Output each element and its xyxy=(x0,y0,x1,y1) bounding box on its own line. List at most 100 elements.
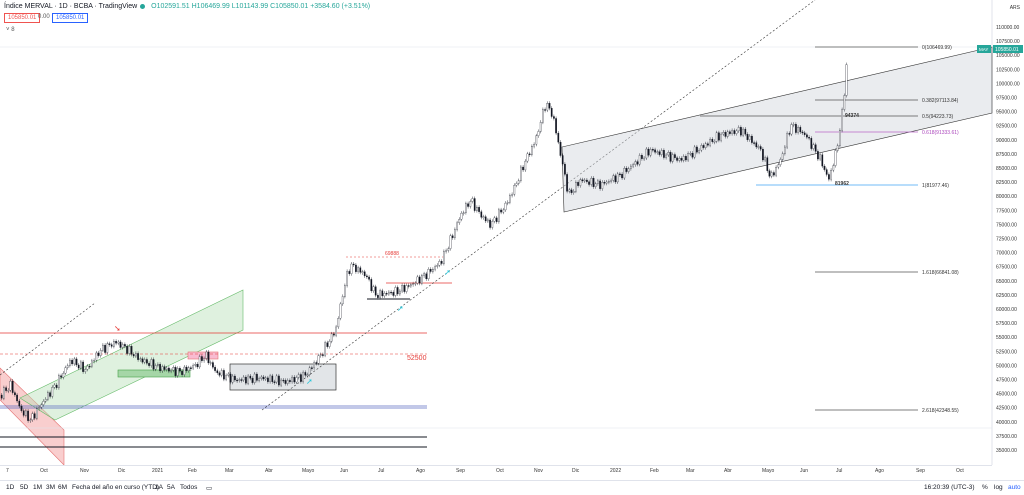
candle xyxy=(685,156,687,161)
candle xyxy=(449,235,452,249)
candle xyxy=(473,198,476,211)
candle xyxy=(645,148,648,159)
buy-arrow-icon: ➚ xyxy=(397,304,404,313)
candle xyxy=(295,377,298,383)
candle xyxy=(577,182,579,186)
candle xyxy=(60,375,62,378)
range-5y[interactable]: 5A xyxy=(167,484,175,491)
candle xyxy=(71,359,73,365)
candle xyxy=(55,384,58,388)
range-5d[interactable]: 5D xyxy=(20,484,29,491)
candle xyxy=(467,203,469,207)
auto-toggle[interactable]: auto xyxy=(1008,484,1021,491)
candle xyxy=(53,384,56,388)
candle xyxy=(38,407,40,409)
candle xyxy=(150,359,153,366)
candle xyxy=(3,387,5,399)
price-tick: 70000.00 xyxy=(996,251,1017,257)
candle xyxy=(269,375,271,382)
candle xyxy=(491,221,494,228)
candle xyxy=(392,292,395,296)
goto-date-icon[interactable]: ▭ xyxy=(206,485,213,492)
candle xyxy=(421,275,423,284)
candle xyxy=(119,341,122,348)
buy-button[interactable]: 105850.01 xyxy=(52,13,89,23)
candle xyxy=(139,358,142,360)
candle xyxy=(403,285,406,292)
candle xyxy=(216,370,219,373)
candle xyxy=(561,155,564,165)
price-tick: 40000.00 xyxy=(996,420,1017,426)
log-toggle[interactable]: log xyxy=(994,484,1003,491)
candle xyxy=(77,364,80,369)
candle xyxy=(282,379,285,382)
candle xyxy=(317,355,320,364)
candle xyxy=(755,142,758,148)
candle xyxy=(7,389,10,392)
candle xyxy=(762,148,764,161)
candle xyxy=(770,172,773,177)
range-ytd[interactable]: Fecha del año en curso (YTD) xyxy=(72,484,160,491)
time-tick: Oct xyxy=(40,468,48,474)
candle xyxy=(0,394,3,399)
range-3m[interactable]: 3M xyxy=(46,484,56,491)
candle xyxy=(113,341,115,347)
candle xyxy=(484,216,487,222)
range-1m[interactable]: 1M xyxy=(33,484,43,491)
candle xyxy=(80,361,82,369)
candle xyxy=(643,157,645,160)
fib-label-0: 0(106469.99) xyxy=(922,45,952,51)
candle xyxy=(42,401,45,405)
candle xyxy=(658,151,661,155)
time-tick: Sep xyxy=(456,468,465,474)
clock-time[interactable]: 16:20:39 (UTC-3) xyxy=(924,484,975,491)
range-6m[interactable]: 6M xyxy=(58,484,68,491)
candle xyxy=(632,164,634,167)
candle xyxy=(304,372,307,376)
time-tick: Oct xyxy=(496,468,504,474)
candle xyxy=(322,354,324,356)
candle xyxy=(348,271,351,274)
candle xyxy=(660,150,663,155)
candle xyxy=(775,167,777,176)
indicators-toggle[interactable]: ˅ 8 xyxy=(6,27,15,33)
indicator-count: 8 xyxy=(11,27,15,33)
candle xyxy=(185,366,188,371)
candle xyxy=(786,133,788,148)
level-69888: 69888 xyxy=(385,251,399,257)
candle xyxy=(124,344,126,347)
candle xyxy=(29,419,32,422)
candle xyxy=(764,157,766,161)
candle xyxy=(830,170,832,180)
range-1d[interactable]: 1D xyxy=(6,484,15,491)
candle xyxy=(429,269,432,272)
price-tick: 100000.00 xyxy=(996,81,1020,87)
candle xyxy=(27,410,29,421)
sell-button[interactable]: 105850.01 xyxy=(4,13,41,23)
resistance-box xyxy=(187,351,219,360)
candle xyxy=(44,398,47,402)
percent-toggle[interactable]: % xyxy=(982,484,988,491)
time-tick: Sep xyxy=(916,468,925,474)
symbol-label[interactable]: Índice MERVAL · 1D · BCBA · TradingView xyxy=(4,3,138,10)
price-tick: 75000.00 xyxy=(996,222,1017,228)
price-tick: 110000.00 xyxy=(996,25,1019,31)
fib-label-2618: 2.618(42348.55) xyxy=(922,408,959,414)
candle xyxy=(51,387,54,397)
buy-arrow-icon: ➚ xyxy=(306,377,313,386)
candle xyxy=(381,290,384,297)
candle xyxy=(40,404,43,408)
range-1y[interactable]: 1A xyxy=(155,484,163,491)
time-tick: Jul xyxy=(836,468,842,474)
range-all[interactable]: Todos xyxy=(180,484,198,491)
candle xyxy=(172,367,175,371)
time-tick: Abr xyxy=(265,468,273,474)
candle xyxy=(25,410,27,416)
candle xyxy=(434,266,436,270)
chart-title: Índice MERVAL · 1D · BCBA · TradingView … xyxy=(4,3,370,10)
candle xyxy=(350,263,353,274)
candle xyxy=(678,158,681,161)
candle xyxy=(135,353,137,357)
price-tick: 55000.00 xyxy=(996,335,1017,341)
